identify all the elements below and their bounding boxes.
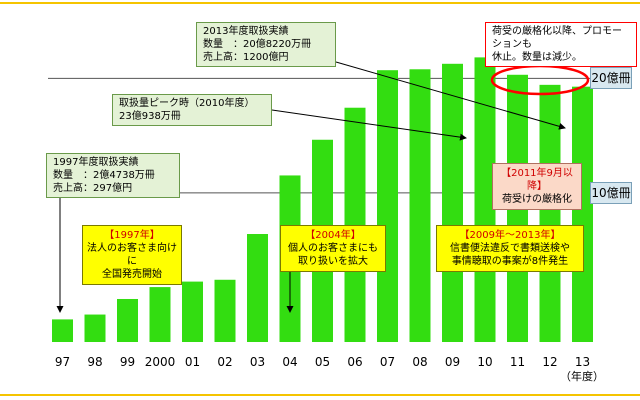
- annotation-2013-results: 2013年度取扱実績 数量 ：20億8220万冊 売上高：1200億円: [196, 22, 336, 67]
- arrow-2013: [335, 61, 566, 130]
- x-tick-label: 97: [55, 355, 70, 369]
- x-tick-label: 03: [250, 355, 265, 369]
- callout-line: 休止。数量は減少。: [492, 52, 582, 63]
- x-tick-label: 10: [477, 355, 492, 369]
- event-line: 個人のお客さまにも: [288, 243, 378, 254]
- annotation-line: 23億938万冊: [119, 111, 181, 122]
- x-tick-label: 99: [120, 355, 135, 369]
- event-title: 【1997年】: [104, 230, 160, 241]
- annotation-line: 1997年度取扱実績: [53, 157, 139, 168]
- event-line: 法人のお客さま向けに: [87, 243, 177, 267]
- bar-08: [409, 69, 431, 342]
- bar-2000: [149, 287, 171, 342]
- bar-01: [182, 281, 203, 342]
- event-line: 荷受けの厳格化: [502, 194, 572, 205]
- x-tick-label: 08: [412, 355, 427, 369]
- x-tick-label: 02: [217, 355, 232, 369]
- x-axis-unit: （年度）: [560, 370, 604, 383]
- reference-label-20: 20億冊: [590, 67, 632, 90]
- bar-02: [214, 279, 236, 342]
- bar-09: [442, 63, 463, 342]
- bar-98: [84, 314, 106, 342]
- annotation-line: 数量 ：20億8220万冊: [203, 39, 312, 50]
- annotation-line: 売上高：297億円: [53, 183, 133, 194]
- event-line: 全国発売開始: [102, 269, 162, 280]
- x-tick-label: 98: [87, 355, 102, 369]
- x-tick-label: 11: [510, 355, 525, 369]
- bar-03: [247, 234, 268, 342]
- annotation-line: 売上高：1200億円: [203, 52, 289, 63]
- event-2011: 【2011年9月以降】 荷受けの厳格化: [492, 163, 582, 210]
- event-title: 【2009年～2013年】: [459, 230, 561, 241]
- decline-callout: 荷受の厳格化以降、プロモーションも 休止。数量は減少。: [485, 22, 637, 67]
- annotation-1997-results: 1997年度取扱実績 数量 ：2億4738万冊 売上高：297億円: [46, 153, 180, 198]
- annotation-peak: 取扱量ピーク時（2010年度） 23億938万冊: [112, 94, 272, 126]
- bar-97: [52, 319, 73, 342]
- bar-13: [572, 86, 593, 342]
- x-tick-label: 06: [347, 355, 362, 369]
- x-tick-label: 13: [575, 355, 590, 369]
- event-line: 事情聴取の事案が8件発生: [451, 256, 569, 267]
- event-line: 取り扱いを拡大: [298, 256, 368, 267]
- annotation-line: 取扱量ピーク時（2010年度）: [119, 98, 255, 109]
- x-tick-label: 01: [185, 355, 200, 369]
- annotation-line: 2013年度取扱実績: [203, 26, 289, 37]
- x-tick-label: 05: [315, 355, 330, 369]
- event-2004: 【2004年】 個人のお客さまにも 取り扱いを拡大: [280, 225, 386, 272]
- x-tick-label: 2000: [145, 355, 176, 369]
- x-tick-label: 09: [445, 355, 460, 369]
- arrow-peak: [271, 109, 467, 141]
- bar-12: [539, 84, 561, 343]
- callout-line: 荷受の厳格化以降、プロモーションも: [492, 26, 622, 50]
- x-tick-label: 04: [282, 355, 297, 369]
- event-1997: 【1997年】 法人のお客さま向けに 全国発売開始: [82, 225, 182, 285]
- annotation-line: 数量 ：2億4738万冊: [53, 170, 155, 181]
- event-title: 【2011年9月以降】: [501, 168, 573, 192]
- event-line: 信書便法違反で書類送検や: [450, 243, 570, 254]
- event-2009-2013: 【2009年～2013年】 信書便法違反で書類送検や 事情聴取の事案が8件発生: [436, 225, 584, 272]
- bar-06: [344, 107, 366, 342]
- bar-99: [117, 298, 138, 342]
- reference-label-10: 10億冊: [590, 181, 632, 204]
- x-tick-label: 07: [380, 355, 395, 369]
- x-tick-label: 12: [542, 355, 557, 369]
- bar-07: [377, 70, 398, 342]
- event-title: 【2004年】: [305, 230, 361, 241]
